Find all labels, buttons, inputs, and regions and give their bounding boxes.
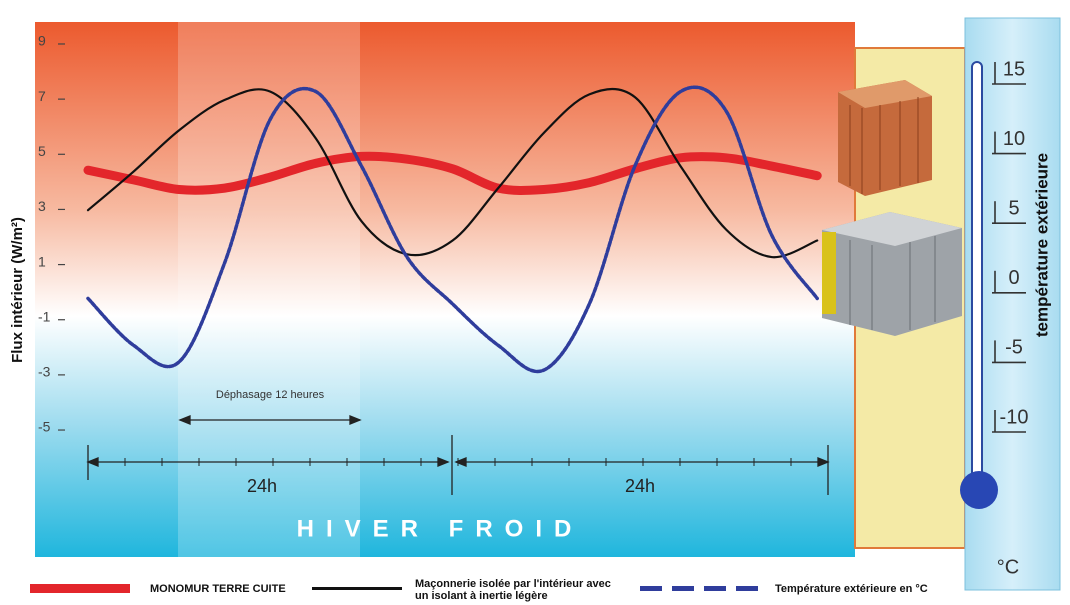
insulated-block — [822, 212, 962, 336]
annotation: Déphasage 12 heures — [216, 389, 325, 401]
legend-label: Maçonnerie isolée par l'intérieur avec u… — [415, 578, 620, 602]
y2-unit: °C — [997, 556, 1019, 578]
y2-tick-label: 0 — [1008, 267, 1019, 289]
page: {"chart_data": { "type": "line", "ylabel… — [0, 0, 1070, 605]
y2-tick-label: 10 — [1003, 128, 1025, 150]
legend-swatch — [30, 584, 130, 593]
y-axis-label: Flux intérieur (W/m²) — [9, 217, 26, 363]
annotation: 24h — [247, 476, 277, 496]
y-tick-label: 5 — [38, 143, 46, 159]
y2-tick-label: 15 — [1003, 58, 1025, 80]
y-tick-label: -5 — [38, 419, 51, 435]
y-tick-label: -3 — [38, 364, 51, 380]
terracotta-brick — [838, 80, 932, 196]
legend-swatch — [312, 587, 402, 590]
plot-background — [35, 22, 855, 557]
legend-label: Température extérieure en °C — [775, 583, 1035, 595]
y-tick-label: 3 — [38, 198, 46, 214]
y2-tick-label: 5 — [1008, 197, 1019, 219]
thermometer-bulb — [960, 471, 998, 509]
y-tick-label: 1 — [38, 253, 46, 269]
annotation: 24h — [625, 476, 655, 496]
season-label: HIVER FROID — [297, 515, 584, 542]
legend-swatch — [640, 586, 758, 591]
y2-tick-label: -10 — [1000, 406, 1029, 428]
thermometer-tube — [972, 62, 982, 482]
y-tick-label: 9 — [38, 33, 46, 49]
y2-tick-label: -5 — [1005, 337, 1023, 359]
y2-axis-label: température extérieure — [1032, 153, 1051, 337]
chart: Déphasage 12 heures 24h 24h HIVER FROID … — [0, 0, 1070, 605]
y-tick-label: 7 — [38, 88, 46, 104]
y-tick-label: -1 — [38, 308, 51, 324]
time-minor-ticks — [88, 458, 828, 466]
